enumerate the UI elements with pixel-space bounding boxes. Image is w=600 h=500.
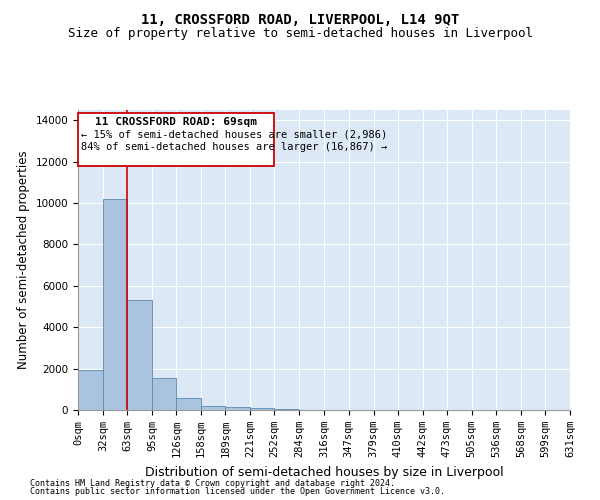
Bar	[127, 300, 152, 410]
Text: 84% of semi-detached houses are larger (16,867) →: 84% of semi-detached houses are larger (…	[81, 142, 388, 152]
Bar	[152, 378, 176, 410]
FancyBboxPatch shape	[78, 113, 274, 166]
Bar	[176, 398, 201, 410]
X-axis label: Distribution of semi-detached houses by size in Liverpool: Distribution of semi-detached houses by …	[145, 466, 503, 478]
Y-axis label: Number of semi-detached properties: Number of semi-detached properties	[17, 150, 30, 370]
Bar	[274, 409, 299, 410]
Text: 11, CROSSFORD ROAD, LIVERPOOL, L14 9QT: 11, CROSSFORD ROAD, LIVERPOOL, L14 9QT	[141, 12, 459, 26]
Text: 11 CROSSFORD ROAD: 69sqm: 11 CROSSFORD ROAD: 69sqm	[95, 117, 257, 127]
Bar	[250, 408, 274, 410]
Bar	[201, 406, 226, 410]
Text: Contains public sector information licensed under the Open Government Licence v3: Contains public sector information licen…	[30, 487, 445, 496]
Text: Size of property relative to semi-detached houses in Liverpool: Size of property relative to semi-detach…	[67, 28, 533, 40]
Text: ← 15% of semi-detached houses are smaller (2,986): ← 15% of semi-detached houses are smalle…	[81, 130, 388, 140]
Bar	[103, 199, 127, 410]
Text: Contains HM Land Registry data © Crown copyright and database right 2024.: Contains HM Land Registry data © Crown c…	[30, 478, 395, 488]
Bar	[226, 407, 250, 410]
Bar	[78, 370, 103, 410]
